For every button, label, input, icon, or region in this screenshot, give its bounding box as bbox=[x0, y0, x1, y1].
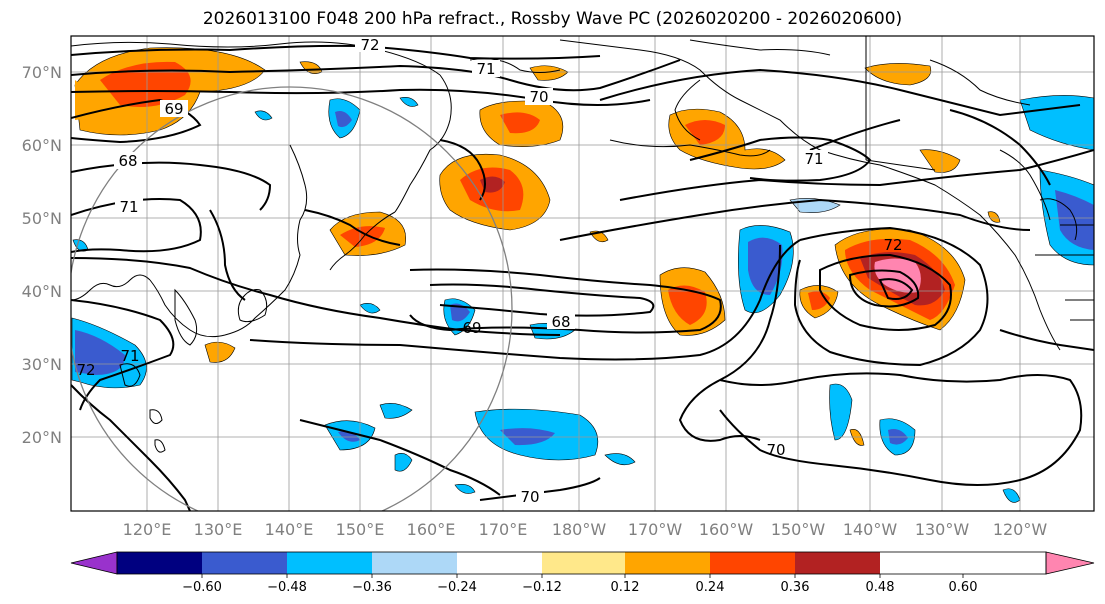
contour-label: 69 bbox=[164, 100, 183, 118]
colorbar-segment bbox=[542, 552, 625, 574]
contour-label: 70 bbox=[766, 441, 785, 459]
positive-anomaly-region bbox=[439, 153, 551, 231]
longitude-label: 160°E bbox=[407, 520, 456, 539]
colorbar-segment bbox=[372, 552, 457, 574]
colorbar-segment bbox=[710, 552, 795, 574]
contour-label-group: 72 71 70 69 68 71 72 71 72 69 68 70 70 bbox=[76, 36, 903, 506]
graticule bbox=[71, 36, 1094, 511]
longitude-label: 130°E bbox=[194, 520, 243, 539]
longitude-label: 170°E bbox=[479, 520, 528, 539]
longitude-label: 140°W bbox=[843, 520, 898, 539]
latitude-label: 30°N bbox=[22, 355, 62, 374]
positive-anomaly-region bbox=[659, 267, 726, 336]
contour-label: 72 bbox=[76, 361, 95, 379]
latitude-label: 50°N bbox=[22, 209, 62, 228]
contour-label: 71 bbox=[476, 60, 495, 78]
negative-anomaly-region bbox=[474, 408, 599, 461]
colorbar: −0.60 −0.48 −0.36 −0.24 −0.12 0.12 0.24 … bbox=[70, 551, 1095, 595]
latitude-label: 20°N bbox=[22, 428, 62, 447]
longitude-label: 150°E bbox=[336, 520, 385, 539]
colorbar-extend-min bbox=[70, 551, 118, 575]
positive-anomaly-region bbox=[864, 63, 932, 86]
longitude-label: 120°E bbox=[123, 520, 172, 539]
negative-anomaly-region bbox=[324, 420, 376, 451]
longitude-label: 170°W bbox=[628, 520, 683, 539]
latitude-label: 70°N bbox=[22, 63, 62, 82]
longitude-label: 180°W bbox=[552, 520, 607, 539]
contour-label: 70 bbox=[529, 88, 548, 106]
colorbar-tick: −0.48 bbox=[267, 580, 307, 595]
latitude-label: 60°N bbox=[22, 136, 62, 155]
longitude-label: 160°W bbox=[699, 520, 754, 539]
longitude-axis: 120°E 130°E 140°E 150°E 160°E 170°E 180°… bbox=[123, 520, 1048, 539]
positive-anomaly-region bbox=[668, 108, 786, 170]
longitude-label: 130°W bbox=[915, 520, 970, 539]
positive-anomaly-region bbox=[479, 100, 564, 147]
contour-label: 69 bbox=[462, 319, 481, 337]
colorbar-tick: 0.12 bbox=[611, 580, 640, 595]
positive-anomaly-region bbox=[329, 211, 407, 256]
contour-label: 71 bbox=[120, 347, 139, 365]
positive-anomaly-region bbox=[204, 61, 1001, 446]
contour-label: 68 bbox=[118, 152, 137, 170]
contour-label: 68 bbox=[551, 313, 570, 331]
colorbar-segment bbox=[287, 552, 372, 574]
colorbar-tick: −0.12 bbox=[522, 580, 562, 595]
colorbar-tick: 0.24 bbox=[696, 580, 725, 595]
colorbar-tick: −0.24 bbox=[437, 580, 477, 595]
reference-circle bbox=[71, 86, 513, 511]
latitude-label: 40°N bbox=[22, 282, 62, 301]
colorbar-tick: −0.36 bbox=[352, 580, 392, 595]
contour-label: 71 bbox=[804, 150, 823, 168]
colorbar-segment bbox=[457, 552, 542, 574]
contour-lines bbox=[71, 44, 1094, 511]
contour-label: 70 bbox=[520, 488, 539, 506]
colorbar-tick: 0.60 bbox=[949, 580, 978, 595]
map-title: 2026013100 F048 200 hPa refract., Rossby… bbox=[202, 9, 903, 29]
contour-label: 72 bbox=[360, 36, 379, 54]
colorbar-segment bbox=[625, 552, 710, 574]
colorbar-tick: 0.48 bbox=[866, 580, 895, 595]
map-border bbox=[70, 35, 1095, 512]
contour-label: 72 bbox=[883, 236, 902, 254]
colorbar-tick: −0.60 bbox=[182, 580, 222, 595]
shading-layer bbox=[71, 47, 1094, 503]
longitude-label: 140°E bbox=[265, 520, 314, 539]
colorbar-tick: 0.36 bbox=[781, 580, 810, 595]
colorbar-segment bbox=[117, 552, 202, 574]
longitude-label: 120°W bbox=[993, 520, 1048, 539]
longitude-label: 150°W bbox=[771, 520, 826, 539]
colorbar-segment bbox=[202, 552, 287, 574]
colorbar-extend-max bbox=[1045, 551, 1095, 575]
colorbar-segment bbox=[795, 552, 880, 574]
latitude-axis: 70°N 60°N 50°N 40°N 30°N 20°N bbox=[22, 63, 62, 447]
contour-label: 71 bbox=[119, 198, 138, 216]
positive-anomaly-region bbox=[799, 285, 839, 319]
coastlines bbox=[71, 36, 1094, 453]
